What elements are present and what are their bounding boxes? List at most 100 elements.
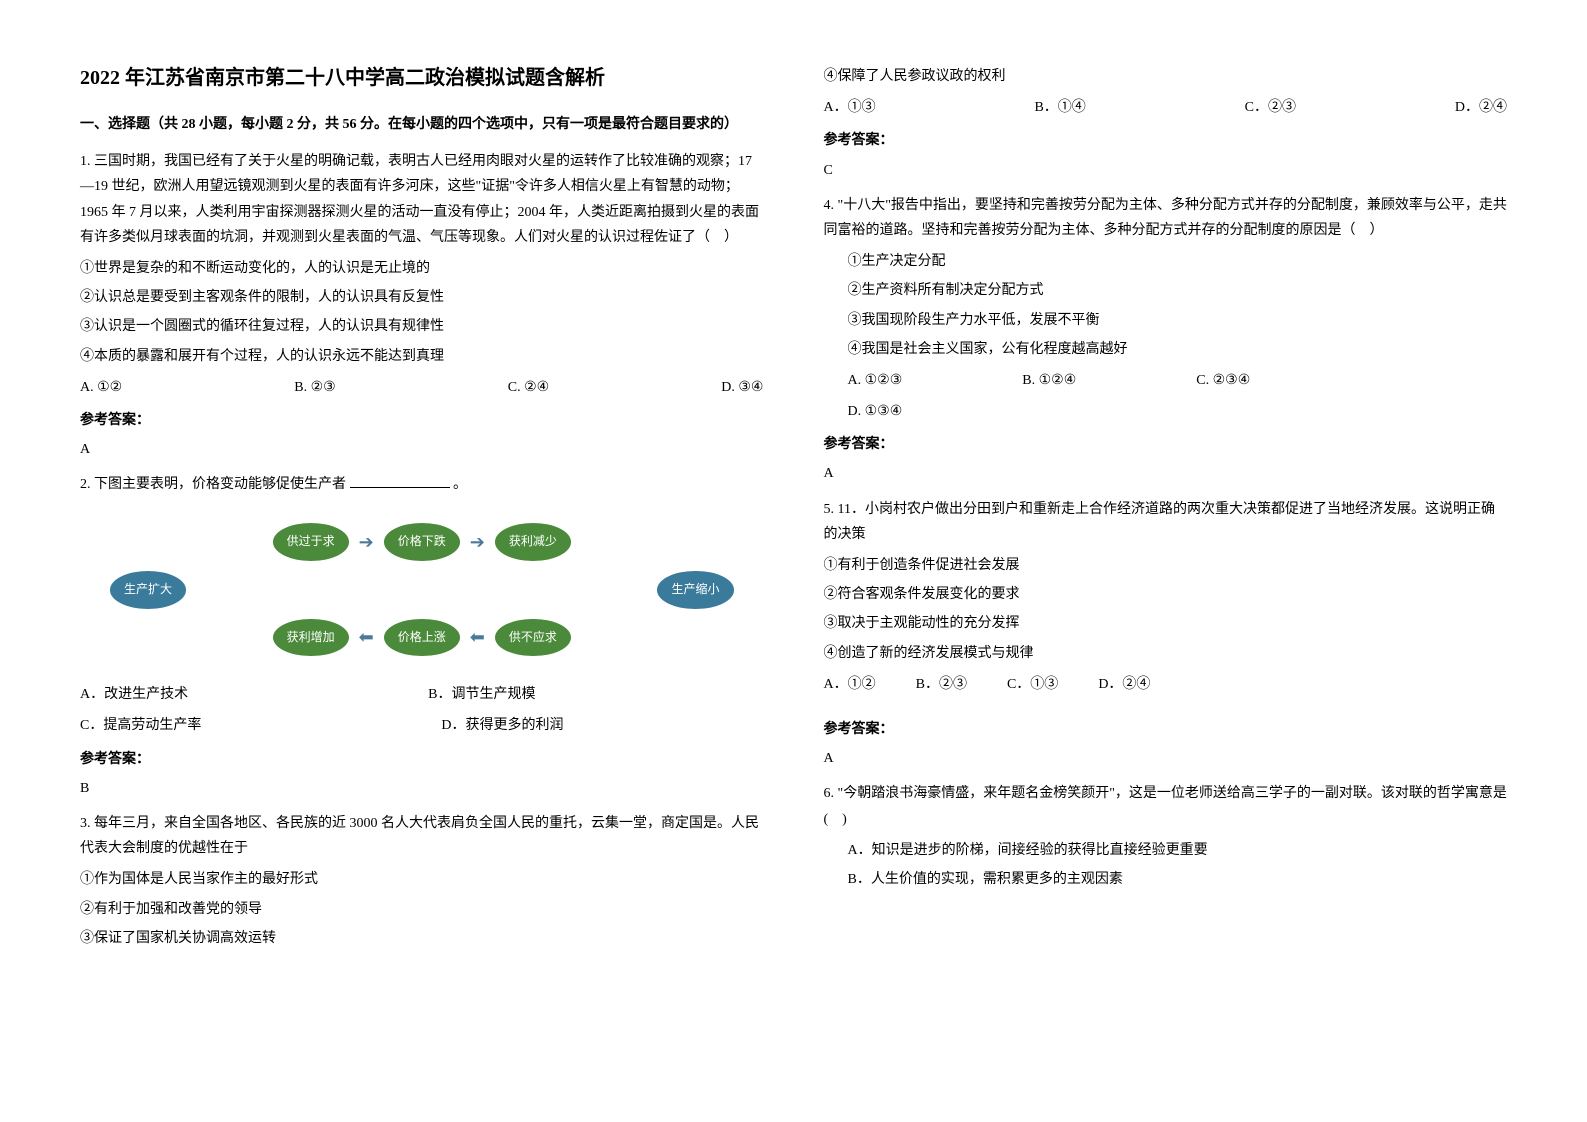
arrow-right-icon: ➔ — [470, 526, 485, 558]
option-row: A．①② B．②③ C．①③ D．②④ — [824, 672, 1508, 697]
question-2: 2. 下图主要表明，价格变动能够促使生产者 。 供过于求 ➔ 价格下跌 ➔ 获利… — [80, 472, 764, 801]
option-a: A. ①②③ — [848, 368, 903, 393]
question-5: 5. 11．小岗村农户做出分田到户和重新走上合作经济道路的两次重大决策都促进了当… — [824, 497, 1508, 772]
question-text: 11．小岗村农户做出分田到户和重新走上合作经济道路的两次重大决策都促进了当地经济… — [824, 502, 1495, 542]
diagram-bubble: 供不应求 — [495, 619, 571, 657]
diagram-bubble: 获利增加 — [273, 619, 349, 657]
statement: ④我国是社会主义国家，公有化程度越高越好 — [848, 337, 1508, 362]
question-1: 1. 三国时期，我国已经有了关于火星的明确记载，表明古人已经用肉眼对火星的运转作… — [80, 149, 764, 462]
question-number: 2. — [80, 477, 91, 492]
answer-label: 参考答案： — [824, 717, 1508, 742]
statement: ①作为国体是人民当家作主的最好形式 — [80, 867, 764, 892]
question-body: 5. 11．小岗村农户做出分田到户和重新走上合作经济道路的两次重大决策都促进了当… — [824, 497, 1508, 547]
question-text: "今朝踏浪书海豪情盛，来年题名金榜笑颜开"，这是一位老师送给高三学子的一副对联。… — [824, 786, 1507, 826]
blank — [350, 487, 450, 488]
option-c: C. ②③④ — [1196, 368, 1250, 393]
question-number: 5. — [824, 502, 835, 517]
option-d: D．获得更多的利润 — [441, 713, 563, 738]
arrow-left-icon: ⬅ — [470, 621, 485, 653]
option-row: C．提高劳动生产率 D．获得更多的利润 — [80, 713, 764, 738]
option-row: A. ①② B. ②③ C. ②④ D. ③④ — [80, 375, 764, 400]
option-c: C．提高劳动生产率 — [80, 713, 201, 738]
page-title: 2022 年江苏省南京市第二十八中学高二政治模拟试题含解析 — [80, 60, 764, 96]
option-b: B．人生价值的实现，需积累更多的主观因素 — [848, 867, 1508, 892]
statement: ①生产决定分配 — [848, 249, 1508, 274]
statement: ④创造了新的经济发展模式与规律 — [824, 641, 1508, 666]
question-text: "十八大"报告中指出，要坚持和完善按劳分配为主体、多种分配方式并存的分配制度，兼… — [824, 198, 1507, 238]
option-a: A．①② — [824, 672, 876, 697]
statement: ③保证了国家机关协调高效运转 — [80, 926, 764, 951]
question-3: 3. 每年三月，来自全国各地区、各民族的近 3000 名人大代表肩负全国人民的重… — [80, 811, 764, 951]
option-c: C．①③ — [1007, 672, 1058, 697]
diagram-bubble: 生产缩小 — [657, 571, 733, 609]
statement: ②符合客观条件发展变化的要求 — [824, 582, 1508, 607]
arrow-left-icon: ⬅ — [359, 621, 374, 653]
option-a: A．①③ — [824, 95, 876, 120]
question-body: 1. 三国时期，我国已经有了关于火星的明确记载，表明古人已经用肉眼对火星的运转作… — [80, 149, 764, 250]
question-number: 3. — [80, 816, 91, 831]
section-header: 一、选择题（共 28 小题，每小题 2 分，共 56 分。在每小题的四个选项中，… — [80, 112, 764, 137]
answer-value: A — [824, 746, 1508, 771]
right-column: ④保障了人民参政议政的权利 A．①③ B．①④ C．②③ D．②④ 参考答案： … — [824, 60, 1508, 961]
question-body: 6. "今朝踏浪书海豪情盛，来年题名金榜笑颜开"，这是一位老师送给高三学子的一副… — [824, 781, 1508, 831]
option-row: A．①③ B．①④ C．②③ D．②④ — [824, 95, 1508, 120]
diagram-bubble: 价格上涨 — [384, 619, 460, 657]
question-text-post: 。 — [453, 477, 467, 492]
question-6: 6. "今朝踏浪书海豪情盛，来年题名金榜笑颜开"，这是一位老师送给高三学子的一副… — [824, 781, 1508, 892]
statement: ③取决于主观能动性的充分发挥 — [824, 611, 1508, 636]
diagram-bubble: 价格下跌 — [384, 523, 460, 561]
option-b: B．①④ — [1034, 95, 1085, 120]
option-d: D．②④ — [1455, 95, 1507, 120]
statement: ④保障了人民参政议政的权利 — [824, 64, 1508, 89]
option-b: B．②③ — [916, 672, 967, 697]
question-body: 2. 下图主要表明，价格变动能够促使生产者 。 — [80, 472, 764, 497]
indent-block: ①生产决定分配 ②生产资料所有制决定分配方式 ③我国现阶段生产力水平低，发展不平… — [824, 249, 1508, 424]
answer-label: 参考答案： — [824, 128, 1508, 153]
question-number: 1. — [80, 154, 91, 169]
option-row: A．改进生产技术 B．调节生产规模 — [80, 682, 764, 707]
answer-label: 参考答案： — [824, 432, 1508, 457]
question-body: 4. "十八大"报告中指出，要坚持和完善按劳分配为主体、多种分配方式并存的分配制… — [824, 193, 1508, 243]
diagram-top-row: 供过于求 ➔ 价格下跌 ➔ 获利减少 — [273, 523, 571, 561]
statement: ②有利于加强和改善党的领导 — [80, 897, 764, 922]
question-body: 3. 每年三月，来自全国各地区、各民族的近 3000 名人大代表肩负全国人民的重… — [80, 811, 764, 861]
option-a: A. ①② — [80, 375, 122, 400]
indent-block: A．知识是进步的阶梯，间接经验的获得比直接经验更重要 B．人生价值的实现，需积累… — [824, 838, 1508, 892]
arrow-right-icon: ➔ — [359, 526, 374, 558]
option-a: A．改进生产技术 — [80, 682, 188, 707]
statement: ①世界是复杂的和不断运动变化的，人的认识是无止境的 — [80, 256, 764, 281]
diagram-bubble: 获利减少 — [495, 523, 571, 561]
answer-value: A — [824, 461, 1508, 486]
diagram-bubble: 供过于求 — [273, 523, 349, 561]
answer-label: 参考答案： — [80, 747, 764, 772]
option-a: A．知识是进步的阶梯，间接经验的获得比直接经验更重要 — [848, 838, 1508, 863]
option-c: C．②③ — [1245, 95, 1296, 120]
diagram-bubble: 生产扩大 — [110, 571, 186, 609]
statement: ④本质的暴露和展开有个过程，人的认识永远不能达到真理 — [80, 344, 764, 369]
question-text: 每年三月，来自全国各地区、各民族的近 3000 名人大代表肩负全国人民的重托，云… — [80, 816, 759, 856]
question-number: 6. — [824, 786, 835, 801]
question-text: 三国时期，我国已经有了关于火星的明确记载，表明古人已经用肉眼对火星的运转作了比较… — [80, 154, 759, 245]
diagram-mid-row: 生产扩大 生产缩小 — [90, 571, 754, 609]
question-text-pre: 下图主要表明，价格变动能够促使生产者 — [94, 477, 346, 492]
cycle-diagram: 供过于求 ➔ 价格下跌 ➔ 获利减少 生产扩大 生产缩小 获利增加 ⬅ 价格上涨… — [80, 503, 764, 676]
option-d: D. ①③④ — [848, 399, 1508, 424]
statement: ①有利于创造条件促进社会发展 — [824, 553, 1508, 578]
answer-value: A — [80, 437, 764, 462]
answer-value: C — [824, 158, 1508, 183]
statement: ②生产资料所有制决定分配方式 — [848, 278, 1508, 303]
answer-label: 参考答案： — [80, 408, 764, 433]
statement: ③认识是一个圆圈式的循环往复过程，人的认识具有规律性 — [80, 314, 764, 339]
statement: ②认识总是要受到主客观条件的限制，人的认识具有反复性 — [80, 285, 764, 310]
answer-value: B — [80, 776, 764, 801]
option-d: D. ③④ — [721, 375, 763, 400]
option-b: B．调节生产规模 — [428, 682, 535, 707]
option-d: D．②④ — [1098, 672, 1150, 697]
option-c: C. ②④ — [508, 375, 549, 400]
option-b: B. ①②④ — [1022, 368, 1076, 393]
question-4: 4. "十八大"报告中指出，要坚持和完善按劳分配为主体、多种分配方式并存的分配制… — [824, 193, 1508, 487]
statement: ③我国现阶段生产力水平低，发展不平衡 — [848, 308, 1508, 333]
question-number: 4. — [824, 198, 835, 213]
option-row: A. ①②③ B. ①②④ C. ②③④ — [848, 368, 1508, 393]
option-b: B. ②③ — [294, 375, 335, 400]
